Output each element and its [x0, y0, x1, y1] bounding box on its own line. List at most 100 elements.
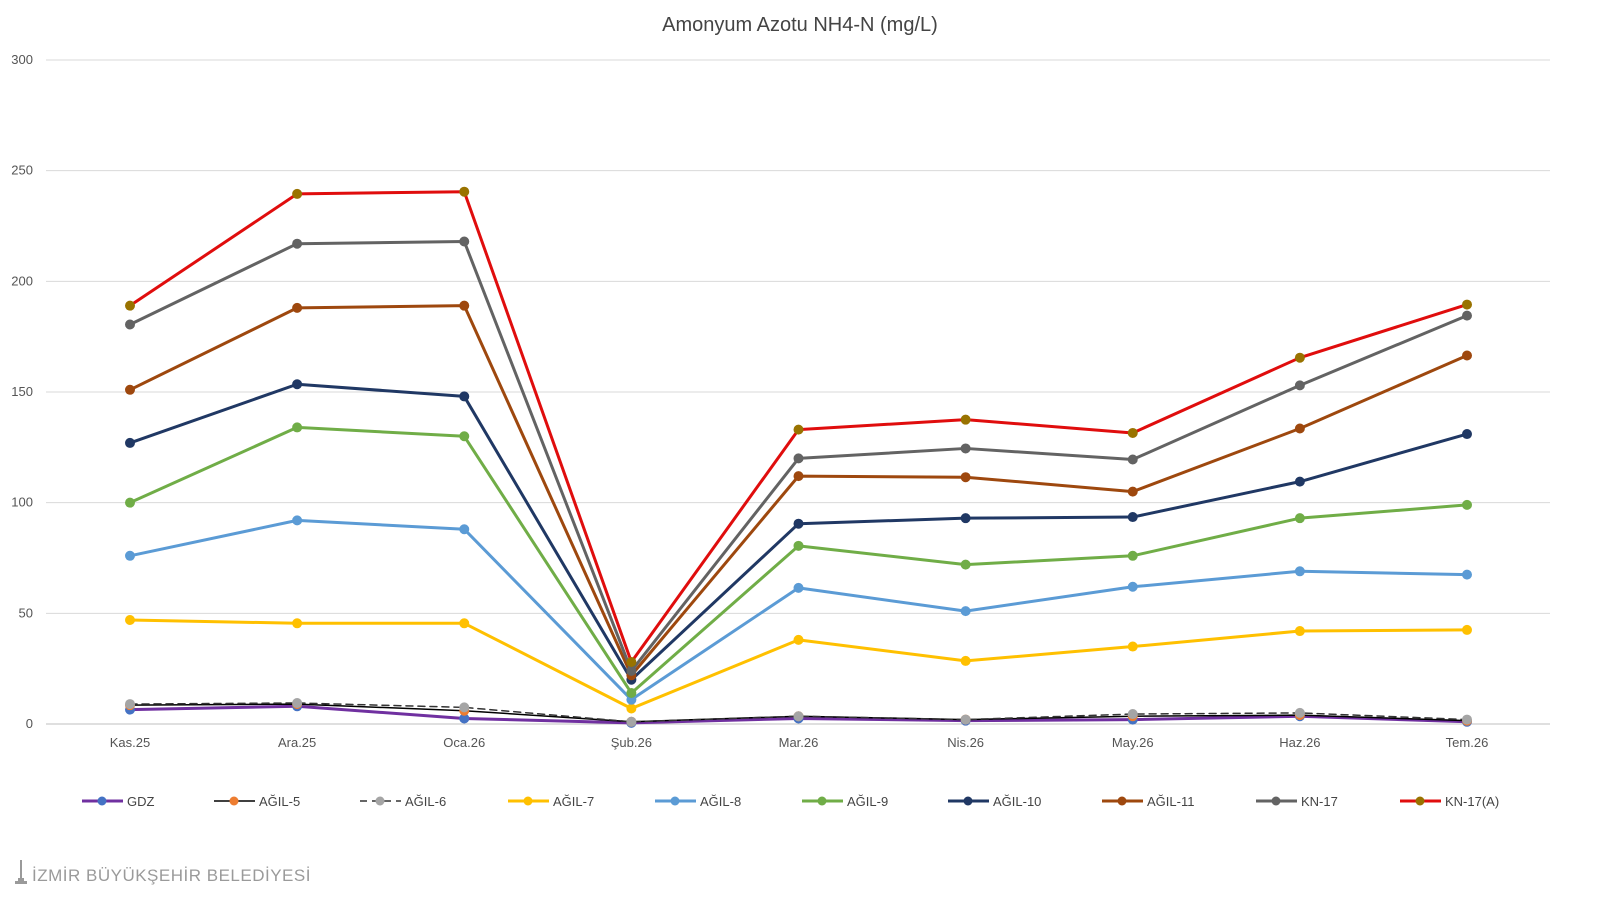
- data-point: [960, 472, 971, 483]
- data-point: [292, 238, 303, 249]
- legend-marker: [97, 796, 107, 806]
- legend-item: GDZ: [82, 794, 155, 809]
- y-tick-label: 50: [19, 605, 33, 620]
- data-point: [1462, 624, 1472, 635]
- series-AĞIL-7: [125, 614, 1472, 714]
- tower-logo-icon: [15, 860, 27, 884]
- data-point: [125, 497, 135, 508]
- data-point: [793, 471, 804, 482]
- data-point: [1462, 299, 1472, 310]
- legend-item: AĞIL-8: [655, 794, 741, 809]
- data-point: [626, 665, 637, 676]
- gridlines: [46, 59, 1550, 725]
- data-point: [459, 431, 470, 442]
- series-AĞIL-6: [125, 697, 1472, 727]
- legend-marker: [1271, 796, 1281, 806]
- data-point: [125, 300, 135, 311]
- data-point: [1462, 429, 1472, 440]
- data-point: [125, 614, 135, 625]
- legend-marker: [523, 796, 533, 806]
- data-point: [1127, 454, 1138, 465]
- data-point: [1462, 310, 1472, 321]
- series-line: [128, 304, 1469, 677]
- legend-label: AĞIL-9: [847, 794, 888, 809]
- data-point: [1127, 641, 1138, 652]
- x-axis-ticks: Kas.25 Ara.25 Oca.26 Şub.26 Mar.26 Nis.26 May.…: [110, 735, 1489, 750]
- data-point: [626, 716, 637, 727]
- legend-label: KN-17(A): [1445, 794, 1499, 809]
- legend-label: AĞIL-7: [553, 794, 594, 809]
- data-point: [459, 524, 470, 535]
- data-point: [125, 319, 135, 330]
- x-tick-label: Oca.26: [443, 735, 485, 750]
- series-lines: [125, 186, 1472, 728]
- y-tick-label: 250: [11, 163, 33, 178]
- data-point: [626, 688, 637, 699]
- data-point: [960, 714, 971, 725]
- data-point: [459, 300, 470, 311]
- data-point: [1294, 476, 1305, 487]
- data-point: [125, 384, 135, 395]
- legend: GDZ AĞIL-5 AĞIL-6 AĞIL-7 AĞIL-8 AĞIL-9 AĞIL-10…: [82, 794, 1499, 809]
- data-point: [1127, 427, 1138, 438]
- legend-item: AĞIL-9: [802, 794, 888, 809]
- watermark-text: İZMİR BÜYÜKŞEHİR BELEDİYESİ: [32, 866, 311, 885]
- legend-marker: [1415, 796, 1425, 806]
- legend-label: AĞIL-5: [259, 794, 300, 809]
- x-tick-label: Ara.25: [278, 735, 316, 750]
- y-tick-label: 300: [11, 52, 33, 67]
- data-point: [459, 702, 470, 713]
- legend-label: GDZ: [127, 794, 155, 809]
- legend-marker: [963, 796, 973, 806]
- series-line: [128, 425, 1469, 695]
- legend-item: KN-17: [1256, 794, 1338, 809]
- data-point: [960, 443, 971, 454]
- data-point: [793, 540, 804, 551]
- legend-item: AĞIL-5: [214, 794, 300, 809]
- series-AĞIL-9: [125, 422, 1472, 699]
- data-point: [292, 379, 303, 390]
- legend-item: AĞIL-10: [948, 794, 1041, 809]
- y-tick-label: 200: [11, 273, 33, 288]
- series-KN-17(A): [125, 186, 1472, 668]
- data-point: [1294, 380, 1305, 391]
- data-point: [1294, 707, 1305, 718]
- municipality-watermark: İZMİR BÜYÜKŞEHİR BELEDİYESİ: [14, 858, 311, 886]
- x-tick-label: May.26: [1112, 735, 1154, 750]
- data-point: [125, 550, 135, 561]
- legend-item: AĞIL-11: [1102, 794, 1194, 809]
- data-point: [626, 657, 637, 668]
- series-KN-17: [125, 236, 1472, 676]
- data-point: [1294, 566, 1305, 577]
- legend-item: KN-17(A): [1400, 794, 1499, 809]
- data-point: [793, 582, 804, 593]
- data-point: [292, 422, 303, 433]
- data-point: [960, 655, 971, 666]
- legend-marker: [375, 796, 385, 806]
- data-point: [459, 236, 470, 247]
- data-point: [292, 302, 303, 313]
- legend-item: AĞIL-6: [360, 794, 446, 809]
- data-point: [1127, 486, 1138, 497]
- data-point: [1294, 352, 1305, 363]
- data-point: [626, 703, 637, 714]
- data-point: [1127, 512, 1138, 523]
- data-point: [960, 606, 971, 617]
- legend-marker: [229, 796, 239, 806]
- data-point: [1127, 581, 1138, 592]
- x-tick-label: Şub.26: [611, 735, 652, 750]
- x-tick-label: Nis.26: [947, 735, 984, 750]
- data-point: [793, 634, 804, 645]
- legend-marker: [670, 796, 680, 806]
- legend-label: KN-17: [1301, 794, 1338, 809]
- data-point: [1462, 714, 1472, 725]
- legend-label: AĞIL-11: [1147, 794, 1194, 809]
- data-point: [793, 453, 804, 464]
- chart-title: Amonyum Azotu NH4-N (mg/L): [662, 14, 938, 36]
- data-point: [1127, 550, 1138, 561]
- data-point: [459, 391, 470, 402]
- y-axis-ticks: 0 50 100 150 200 250 300: [11, 52, 33, 731]
- x-tick-label: Mar.26: [779, 735, 819, 750]
- data-point: [1294, 513, 1305, 524]
